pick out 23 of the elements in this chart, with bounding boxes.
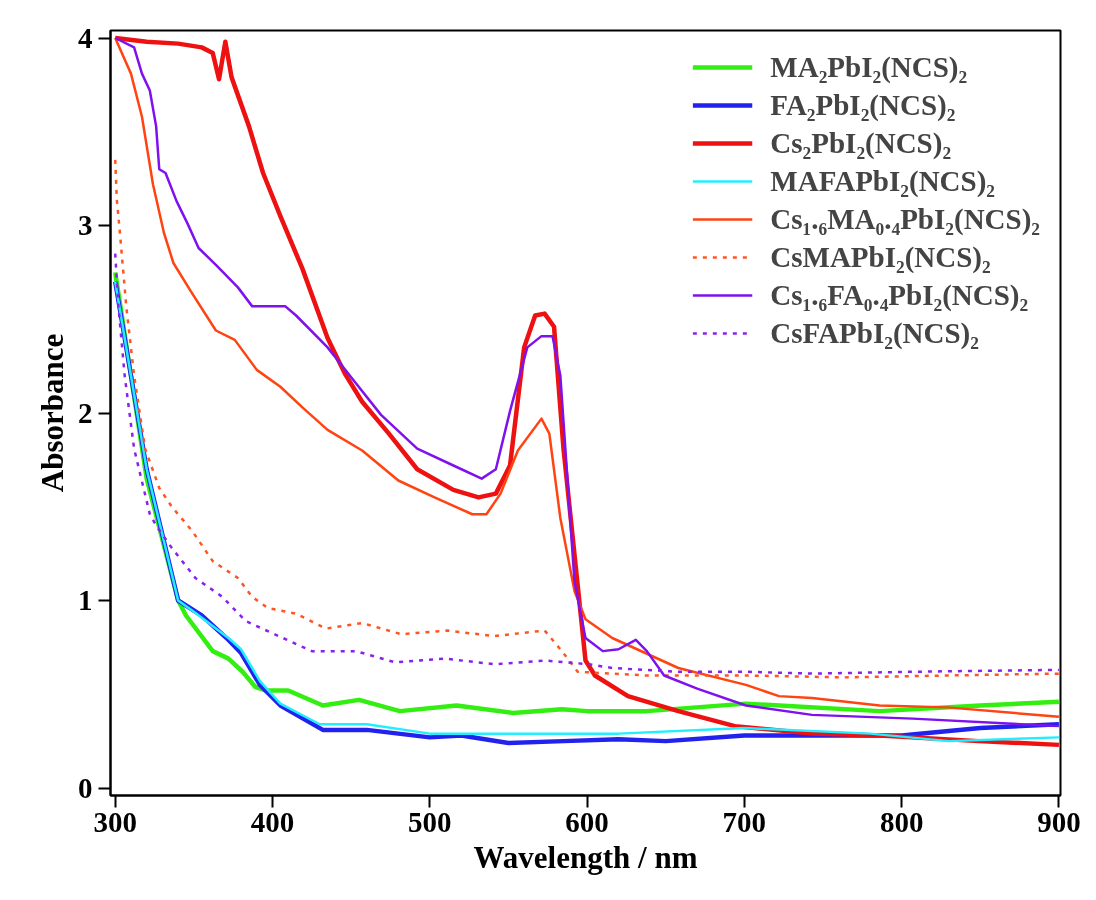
legend-label: MAFAPbI₂(NCS)₂: [770, 164, 995, 198]
x-axis-title: Wavelength / nm: [473, 839, 698, 875]
y-tick-label: 3: [78, 209, 93, 241]
x-tick-label: 800: [879, 805, 924, 838]
legend-label: Cs₂PbI₂(NCS)₂: [770, 126, 952, 160]
x-tick-label: 400: [250, 805, 295, 838]
y-tick-label: 2: [78, 396, 93, 429]
legend-label: CsFAPbI₂(NCS)₂: [770, 316, 979, 350]
x-tick-label: 600: [565, 805, 609, 838]
x-tick-label: 300: [93, 805, 137, 838]
legend-label: CsMAPbI₂(NCS)₂: [770, 240, 991, 274]
y-tick-label: 1: [78, 584, 93, 616]
y-axis-title: Absorbance: [35, 333, 70, 493]
line-series: [113, 158, 1061, 679]
x-tick-label: 700: [722, 805, 767, 838]
y-tick-label: 4: [78, 21, 93, 54]
legend-label: MA₂PbI₂(NCS)₂: [770, 50, 968, 84]
legend-label: Cs₁.₆MA₀.₄PbI₂(NCS)₂: [770, 202, 1040, 236]
y-tick-label: 0: [78, 771, 93, 804]
x-tick-label: 500: [408, 805, 452, 838]
legend-label: Cs₁.₆FA₀.₄PbI₂(NCS)₂: [770, 278, 1029, 312]
x-tick-label: 900: [1037, 805, 1081, 838]
legend-label: FA₂PbI₂(NCS)₂: [770, 88, 956, 122]
